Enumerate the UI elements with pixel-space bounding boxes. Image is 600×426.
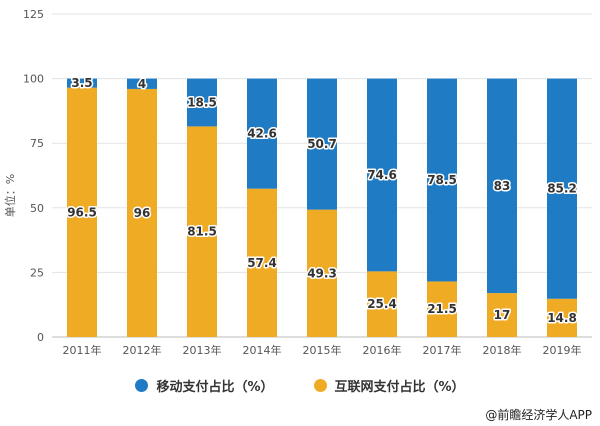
bar-internet <box>367 271 397 337</box>
data-label: 50.7 <box>307 137 337 151</box>
x-tick-label: 2017年 <box>423 343 462 357</box>
data-label: 3.5 <box>71 76 92 90</box>
data-label: 78.5 <box>427 173 457 187</box>
bar-mobile <box>367 78 397 272</box>
data-label: 42.6 <box>247 127 277 141</box>
bar-mobile <box>187 78 217 127</box>
y-tick-label: 25 <box>30 266 44 279</box>
bar-internet <box>487 293 517 337</box>
data-label: 83 <box>494 179 511 193</box>
y-tick-label: 100 <box>23 73 44 86</box>
bar-mobile <box>307 78 337 210</box>
data-label: 49.3 <box>307 266 337 280</box>
source-credit: @前瞻经济学人APP <box>485 408 592 422</box>
bar-internet <box>187 126 217 338</box>
x-tick-label: 2018年 <box>483 343 522 357</box>
data-label: 18.5 <box>187 96 217 110</box>
x-tick-label: 2013年 <box>183 343 222 357</box>
data-label: 21.5 <box>427 302 457 316</box>
bar-mobile <box>487 78 517 294</box>
legend-item-mobile[interactable]: 移动支付占比（%） <box>135 376 274 395</box>
x-tick-label: 2012年 <box>123 343 162 357</box>
data-label: 25.4 <box>367 297 397 311</box>
legend-label-internet: 互联网支付占比（%） <box>334 380 465 395</box>
bar-internet <box>427 281 457 337</box>
y-tick-label: 50 <box>30 202 44 215</box>
data-label: 96.5 <box>67 205 97 219</box>
bar-internet <box>307 209 337 337</box>
data-label: 14.8 <box>547 311 577 325</box>
bar-mobile <box>427 78 457 282</box>
bar-mobile <box>67 78 97 88</box>
legend-marker-internet <box>313 379 327 392</box>
bar-internet <box>127 88 157 337</box>
bar-internet <box>67 87 97 337</box>
x-tick-label: 2016年 <box>363 343 402 357</box>
data-label: 85.2 <box>547 182 577 196</box>
y-tick-label: 125 <box>23 8 44 21</box>
x-tick-label: 2011年 <box>63 343 102 357</box>
legend-marker-mobile <box>135 379 149 392</box>
x-tick-label: 2015年 <box>303 343 342 357</box>
y-tick-label: 0 <box>37 331 44 344</box>
legend-item-internet[interactable]: 互联网支付占比（%） <box>313 376 465 395</box>
legend-label-mobile: 移动支付占比（%） <box>156 380 274 395</box>
bar-mobile <box>247 78 277 189</box>
data-label: 96 <box>134 206 151 220</box>
x-tick-label: 2019年 <box>543 343 582 357</box>
x-tick-label: 2014年 <box>243 343 282 357</box>
bar-internet <box>547 298 577 337</box>
legend: 移动支付占比（%） 互联网支付占比（%） <box>0 376 600 395</box>
data-label: 57.4 <box>247 256 277 270</box>
data-label: 4 <box>138 77 146 91</box>
y-tick-label: 75 <box>30 137 44 150</box>
bar-mobile <box>127 78 157 89</box>
bar-mobile <box>547 78 577 299</box>
data-label: 17 <box>494 308 511 322</box>
y-axis-label: 单位：% <box>3 174 17 217</box>
data-label: 81.5 <box>187 225 217 239</box>
data-label: 74.6 <box>367 168 397 182</box>
bar-internet <box>247 188 277 337</box>
